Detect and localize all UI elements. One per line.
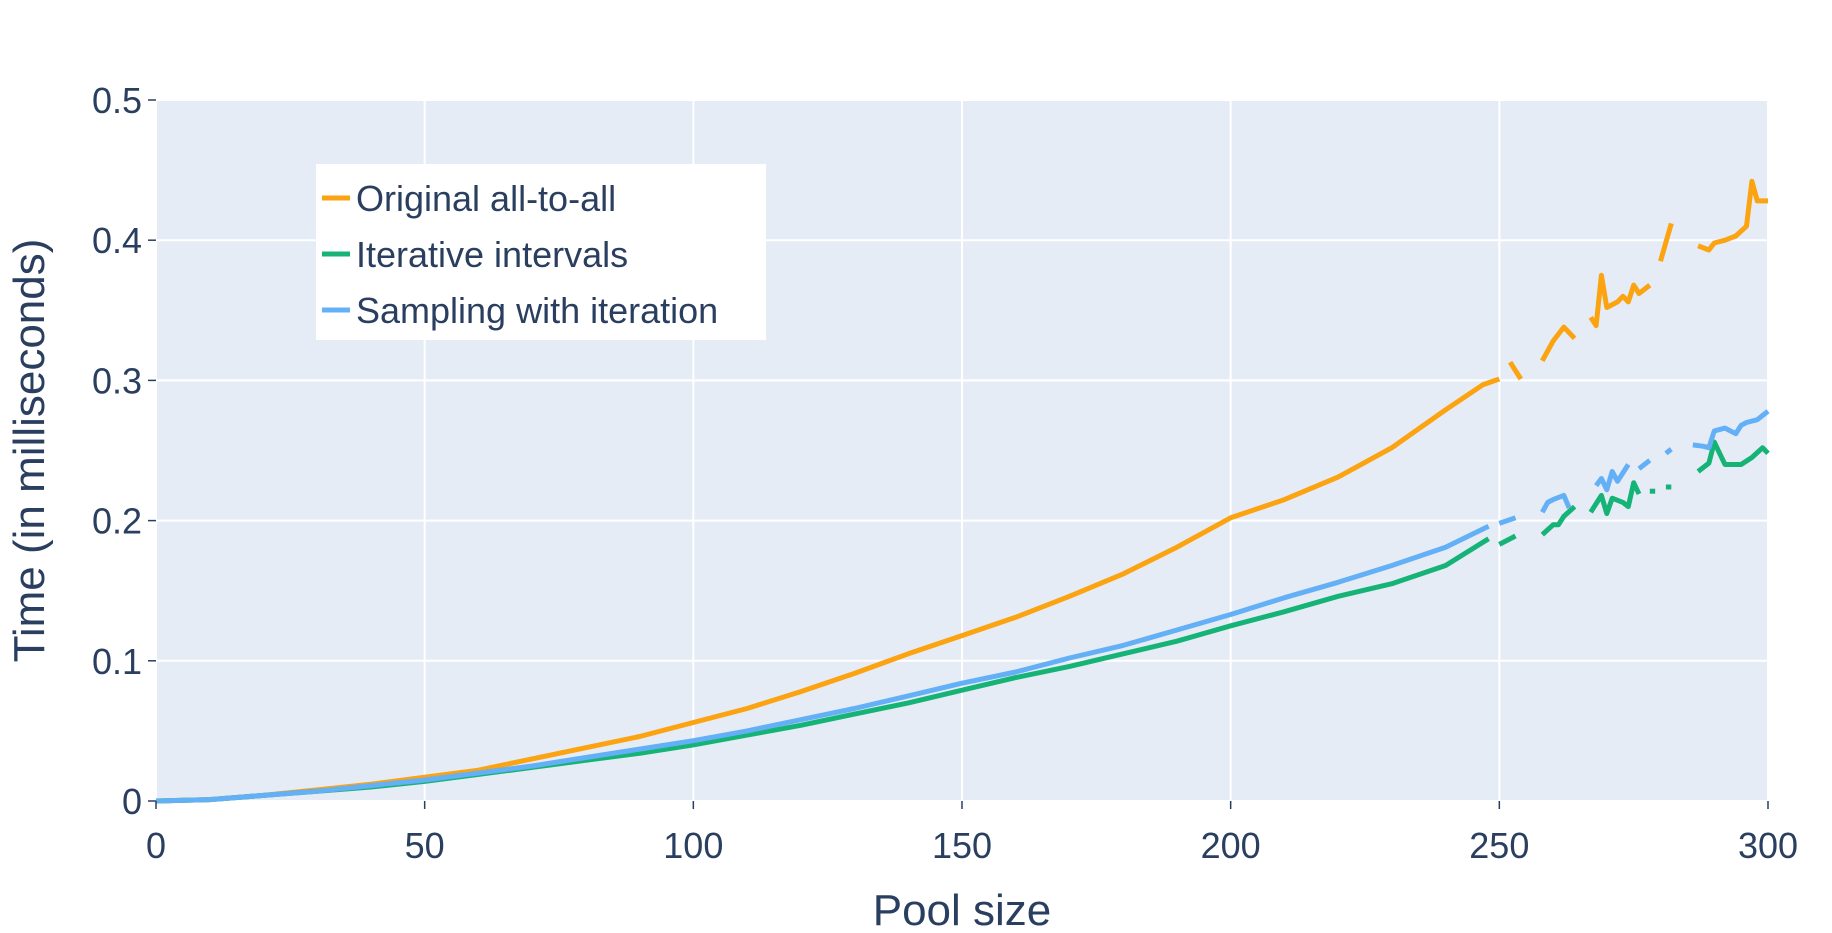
legend-item[interactable]: Iterative intervals [322, 234, 628, 275]
x-axis-title: Pool size [873, 886, 1052, 933]
series-segment [1507, 360, 1523, 381]
series-segment [1664, 447, 1673, 456]
series-segment [155, 523, 1490, 804]
x-tick-label: 50 [405, 825, 445, 866]
x-tick-label: 0 [146, 825, 166, 866]
series-segment [1692, 409, 1770, 451]
series-segment [1588, 480, 1642, 517]
legend-label: Sampling with iteration [356, 290, 718, 331]
y-tick-label: 0.3 [92, 360, 142, 401]
y-tick-label: 0.5 [92, 80, 142, 121]
tick-labels: 0 50 100 150 200 250 300 0 0.1 0.2 0.3 0.4 0.5 [92, 80, 1798, 866]
y-axis-title: Time (in milliseconds) [5, 239, 54, 663]
series-segment [1540, 324, 1577, 363]
series-lines [155, 178, 1770, 804]
series-segment [1588, 272, 1652, 329]
series-segment [1498, 533, 1517, 547]
series-segment [1540, 492, 1572, 514]
x-tick-label: 150 [932, 825, 992, 866]
series-line-3 [155, 409, 1770, 804]
series-segment [1697, 178, 1768, 253]
legend-item[interactable]: Sampling with iteration [322, 290, 718, 331]
y-tick-label: 0.2 [92, 501, 142, 542]
series-segment [1637, 458, 1652, 471]
legend-background [316, 164, 766, 340]
legend[interactable]: Original all-to-all Iterative intervals Sa… [316, 164, 766, 340]
series-segment [1594, 463, 1631, 493]
legend-label: Iterative intervals [356, 234, 628, 275]
series-segment [1540, 504, 1577, 537]
x-tick-label: 100 [663, 825, 723, 866]
y-tick-label: 0 [122, 781, 142, 822]
x-tick-label: 300 [1738, 825, 1798, 866]
x-tick-label: 200 [1201, 825, 1261, 866]
series-segment [1658, 222, 1674, 262]
series-segment [1498, 515, 1517, 526]
y-tick-label: 0.1 [92, 641, 142, 682]
legend-item[interactable]: Original all-to-all [322, 178, 616, 219]
legend-label: Original all-to-all [356, 178, 616, 219]
y-tick-label: 0.4 [92, 220, 142, 261]
x-tick-label: 250 [1469, 825, 1529, 866]
series-segment [1696, 439, 1770, 474]
